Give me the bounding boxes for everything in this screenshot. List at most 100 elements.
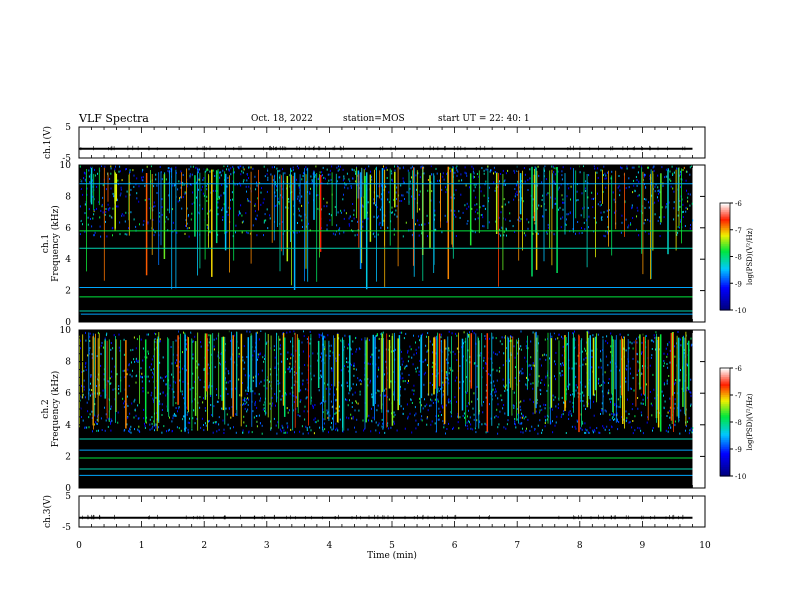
- spectrogram-cell: [205, 424, 207, 427]
- spectrogram-cell: [245, 389, 247, 392]
- spectrogram-cell: [267, 176, 269, 179]
- spectrogram-cell: [518, 216, 520, 219]
- spectrogram-cell: [558, 186, 560, 189]
- spectrogram-cell: [80, 188, 82, 190]
- spectrogram-cell: [442, 172, 444, 175]
- spectrogram-cell: [119, 170, 121, 173]
- spectrogram-cell: [256, 406, 258, 409]
- spectrogram-cell: [228, 168, 230, 171]
- spectrogram-cell: [543, 353, 545, 356]
- spectrogram-cell: [608, 378, 610, 381]
- spectrogram-cell: [447, 378, 449, 381]
- spectrogram-cell: [277, 197, 279, 200]
- spectrogram-cell: [563, 201, 565, 204]
- spectrogram-cell: [684, 225, 686, 227]
- spectrogram-cell: [151, 427, 153, 430]
- spectrogram-cell: [359, 390, 361, 393]
- colorbar-cell: [720, 413, 730, 416]
- spectrogram-cell: [285, 393, 287, 396]
- spectrogram-cell: [632, 191, 634, 194]
- spectrogram-cell: [581, 350, 583, 353]
- spectrogram-cell: [449, 167, 451, 170]
- spectrogram-cell: [175, 407, 177, 409]
- spectrogram-cell: [212, 169, 214, 172]
- spectrogram-cell: [456, 400, 457, 403]
- x-tick-label: 3: [264, 541, 270, 551]
- spectrogram-cell: [306, 378, 308, 381]
- spectrogram-cell: [153, 205, 155, 208]
- spectrogram-cell: [243, 421, 245, 424]
- spectrogram-cell: [323, 348, 325, 351]
- y-tick-label: 10: [60, 161, 72, 171]
- spectrogram-cell: [130, 425, 132, 428]
- spectrogram-cell: [634, 429, 636, 432]
- spectrogram-cell: [269, 402, 271, 405]
- spectrogram-cell: [521, 412, 522, 415]
- spectrogram-cell: [583, 221, 585, 224]
- spectrogram-cell: [283, 429, 285, 432]
- spectrogram-cell: [572, 401, 574, 404]
- spectrogram-cell: [430, 165, 432, 168]
- spectrogram-cell: [454, 379, 456, 382]
- spectrogram-cell: [417, 366, 419, 369]
- spectrogram-cell: [278, 201, 280, 203]
- spectrogram-cell: [110, 172, 112, 175]
- spectrogram-cell: [674, 355, 676, 358]
- spectrogram-cell: [669, 397, 671, 400]
- spectrogram-cell: [690, 224, 691, 226]
- spectrogram-cell: [357, 229, 359, 232]
- spectrogram-cell: [687, 420, 688, 423]
- spectrogram-cell: [598, 366, 600, 369]
- spectrogram-cell: [607, 342, 609, 345]
- spectrogram-cell: [289, 362, 291, 365]
- spectrogram-cell: [266, 341, 268, 344]
- spectrogram-cell: [161, 377, 163, 380]
- spectrogram-cell: [302, 432, 304, 435]
- colorbar-cell: [720, 386, 730, 389]
- spectrogram-cell: [503, 184, 505, 186]
- spectrogram-cell: [252, 410, 254, 413]
- colorbar-cell: [720, 297, 730, 300]
- spectrogram-cell: [274, 393, 276, 395]
- spectrogram-cell: [560, 364, 562, 367]
- spectrogram-cell: [153, 401, 155, 404]
- spectrogram-background: [79, 330, 693, 488]
- spectrogram-cell: [218, 428, 220, 431]
- spectrogram-cell: [332, 351, 334, 354]
- spectrogram-cell: [328, 431, 329, 434]
- spectrogram-cell: [562, 413, 564, 416]
- spectrogram-cell: [357, 402, 359, 405]
- spectrogram-cell: [191, 212, 193, 215]
- spectrogram-cell: [102, 211, 104, 214]
- spectrogram-cell: [601, 408, 603, 411]
- spectrogram-cell: [118, 170, 120, 173]
- spectrogram-cell: [135, 357, 137, 360]
- spectrogram-cell: [267, 179, 269, 181]
- spectrogram-cell: [353, 217, 355, 220]
- spectrogram-cell: [290, 340, 291, 343]
- spectrogram-cell: [620, 231, 622, 234]
- spectrogram-cell: [244, 402, 246, 405]
- spectrogram-cell: [295, 349, 297, 352]
- spectrogram-cell: [483, 401, 484, 403]
- spectrogram-cell: [485, 423, 487, 426]
- spectrogram-cell: [247, 198, 249, 200]
- spectrogram-cell: [128, 227, 129, 230]
- spectrogram-cell: [520, 370, 522, 373]
- spectrogram-cell: [310, 187, 311, 190]
- spectrogram-cell: [122, 397, 124, 400]
- spectrogram-cell: [636, 184, 638, 187]
- spectrogram-cell: [330, 400, 332, 403]
- spectrogram-cell: [541, 408, 543, 411]
- spectrogram-cell: [591, 197, 593, 200]
- spectrogram-cell: [481, 167, 483, 169]
- spectrogram-cell: [348, 335, 350, 338]
- spectrogram-cell: [279, 338, 281, 341]
- spectrogram-cell: [270, 407, 271, 410]
- spectrogram-cell: [322, 411, 324, 414]
- spectrogram-cell: [178, 427, 180, 430]
- spectrogram-cell: [430, 423, 432, 426]
- spectrogram-cell: [637, 171, 639, 174]
- spectrogram-cell: [572, 332, 574, 335]
- spectrogram-cell: [161, 431, 163, 434]
